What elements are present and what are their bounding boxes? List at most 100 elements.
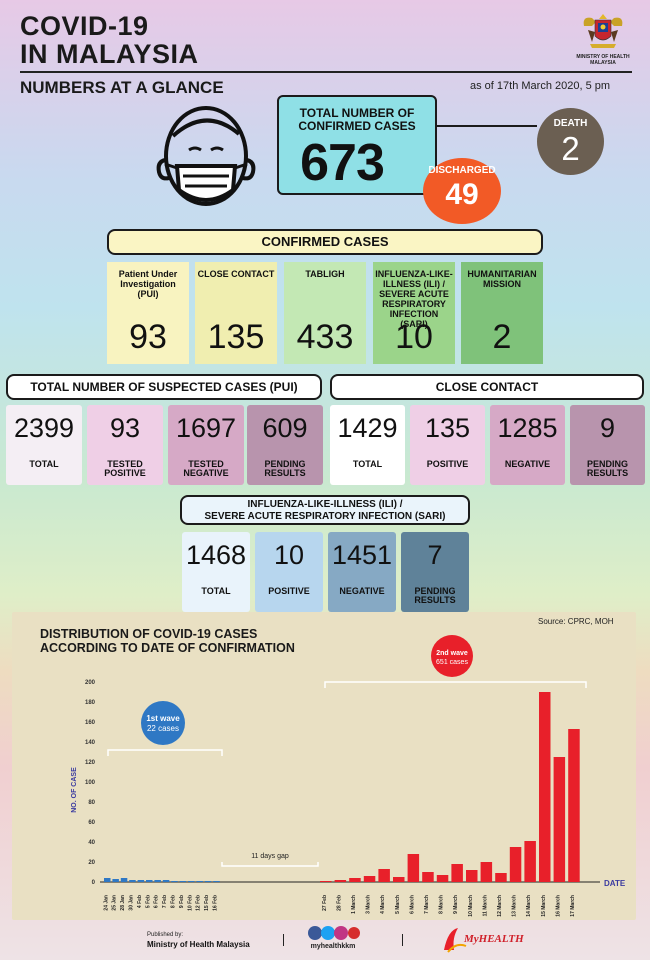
discharged-value: 49: [445, 178, 479, 211]
wave2-badge: [431, 635, 473, 677]
header-divider: [20, 71, 632, 73]
wave1-bar: [196, 881, 203, 882]
wave2-bar: [539, 692, 551, 882]
gap-label: 11 days gap: [251, 853, 289, 860]
facebook-icon[interactable]: [308, 926, 322, 940]
wave2-date-label: 13 March: [512, 895, 518, 917]
stat-value: 9: [599, 413, 616, 443]
wave2-label: 2nd wave: [436, 650, 468, 657]
wave2-date-label: 11 March: [482, 895, 488, 916]
y-tick-label: 0: [92, 880, 96, 886]
wave1-bar: [179, 881, 187, 882]
stat-value: 609: [262, 413, 308, 443]
chart-source: Source: CPRC, MOH: [538, 617, 614, 626]
published-by-label: Published by:: [147, 932, 184, 938]
masked-face-icon: [156, 106, 256, 206]
page-title: COVID-19 IN MALAYSIA: [20, 12, 199, 68]
wave1-date-label: 10 Feb: [187, 895, 193, 911]
wave2-bracket: [324, 681, 587, 688]
wave1-date-label: 9 Feb: [179, 895, 185, 908]
instagram-icon[interactable]: [334, 926, 348, 940]
stat-value: 1285: [497, 413, 558, 443]
wave1-bar: [104, 878, 111, 882]
wave1-bar: [204, 881, 212, 882]
wave2-date-label: 17 March: [570, 895, 576, 917]
y-tick-label: 140: [85, 740, 96, 746]
wave2-date-label: 9 March: [453, 895, 459, 914]
close-contact-heading: CLOSE CONTACT: [330, 374, 644, 400]
myhealth-logo-icon: MyHEALTH: [444, 928, 524, 953]
stat-label: TOTAL: [352, 459, 383, 469]
wave2-date-label: 1 March: [351, 895, 357, 914]
wave2-date-label: 28 Feb: [336, 895, 342, 911]
wave2-bar: [378, 869, 390, 882]
y-tick-label: 100: [85, 780, 96, 786]
discharged-badge: DISCHARGED 49: [423, 158, 501, 224]
category-value: 93: [129, 318, 167, 356]
category-label: TABLIGH: [305, 269, 345, 279]
y-tick-label: 200: [85, 680, 96, 686]
total-confirmed-card: TOTAL NUMBER OF CONFIRMED CASES 673: [277, 95, 437, 195]
ministry-caption: MINISTRY OF HEALTH MALAYSIA: [576, 54, 630, 66]
wave2-bar: [495, 873, 507, 882]
stat-label: POSITIVE: [426, 459, 469, 469]
publisher-name: Ministry of Health Malaysia: [147, 940, 250, 949]
close-contact-stat-card: 1429 TOTAL: [330, 405, 405, 485]
close-contact-stat-card: 135 POSITIVE: [410, 405, 485, 485]
wave2-date-label: 5 March: [395, 895, 401, 914]
as-of-date: as of 17th March 2020, 5 pm: [470, 80, 611, 92]
stat-value: 135: [424, 413, 471, 443]
ili-stat-card: 1468 TOTAL: [182, 532, 250, 612]
social-handle[interactable]: myhealthkkm: [310, 943, 356, 950]
death-value: 2: [561, 130, 580, 167]
confirmed-category-card: HUMANITARIAN MISSION 2: [461, 262, 543, 364]
wave1-bar: [213, 881, 220, 882]
chart-title: DISTRIBUTION OF COVID-19 CASES ACCORDING…: [40, 627, 295, 655]
wave2-bar: [320, 881, 332, 882]
category-value: 10: [395, 318, 433, 356]
wave1-label: 1st wave: [146, 714, 180, 723]
wave1-bar: [129, 880, 136, 882]
category-value: 433: [296, 318, 354, 356]
y-tick-label: 180: [85, 700, 96, 706]
footer-separator: [402, 934, 403, 946]
wave1-bar: [137, 880, 145, 882]
social-icons[interactable]: [308, 925, 360, 941]
wave1-bar: [146, 880, 153, 882]
wave1-bar: [120, 878, 128, 882]
wave2-bar: [393, 877, 405, 882]
total-confirmed-value: 673: [300, 134, 385, 192]
wave2-bar: [480, 862, 493, 882]
wave2-bar: [334, 880, 347, 882]
suspected-stat-card: 93 TESTED POSITIVE: [87, 405, 163, 485]
wave1-date-label: 4 Feb: [137, 895, 143, 908]
confirmed-category-card: TABLIGH 433: [284, 262, 366, 364]
stat-value: 1468: [185, 540, 247, 570]
wave2-date-label: 27 Feb: [322, 895, 328, 911]
suspected-stat-card: 609 PENDING RESULTS: [247, 405, 323, 485]
wave1-bar: [154, 880, 161, 882]
ili-sari-heading: INFLUENZA-LIKE-ILLNESS (ILI) / SEVERE AC…: [180, 495, 470, 525]
page-subtitle: NUMBERS AT A GLANCE: [20, 78, 224, 97]
wave1-date-label: 6 Feb: [154, 895, 160, 908]
wave2-bar: [451, 864, 463, 882]
footer-separator: [283, 934, 284, 946]
twitter-icon[interactable]: [321, 926, 335, 940]
suspected-stat-card: 1697 TESTED NEGATIVE: [168, 405, 244, 485]
category-value: 2: [492, 318, 512, 356]
wave1-badge: [141, 701, 185, 745]
ili-stat-card: 1451 NEGATIVE: [328, 532, 396, 612]
wave2-date-label: 14 March: [526, 895, 532, 917]
wave2-bar: [509, 847, 522, 882]
wave1-bar: [171, 881, 178, 882]
youtube-icon[interactable]: [348, 927, 360, 939]
stat-label: TOTAL: [29, 459, 59, 469]
stat-label: NEGATIVE: [504, 459, 551, 469]
wave2-bar: [422, 872, 434, 882]
coat-of-arms-icon: [583, 14, 623, 48]
wave1-bar: [162, 880, 170, 882]
total-confirmed-label: TOTAL NUMBER OF CONFIRMED CASES: [298, 106, 416, 133]
stat-label: TESTED POSITIVE: [104, 459, 146, 478]
wave1-date-label: 30 Jan: [128, 895, 134, 911]
